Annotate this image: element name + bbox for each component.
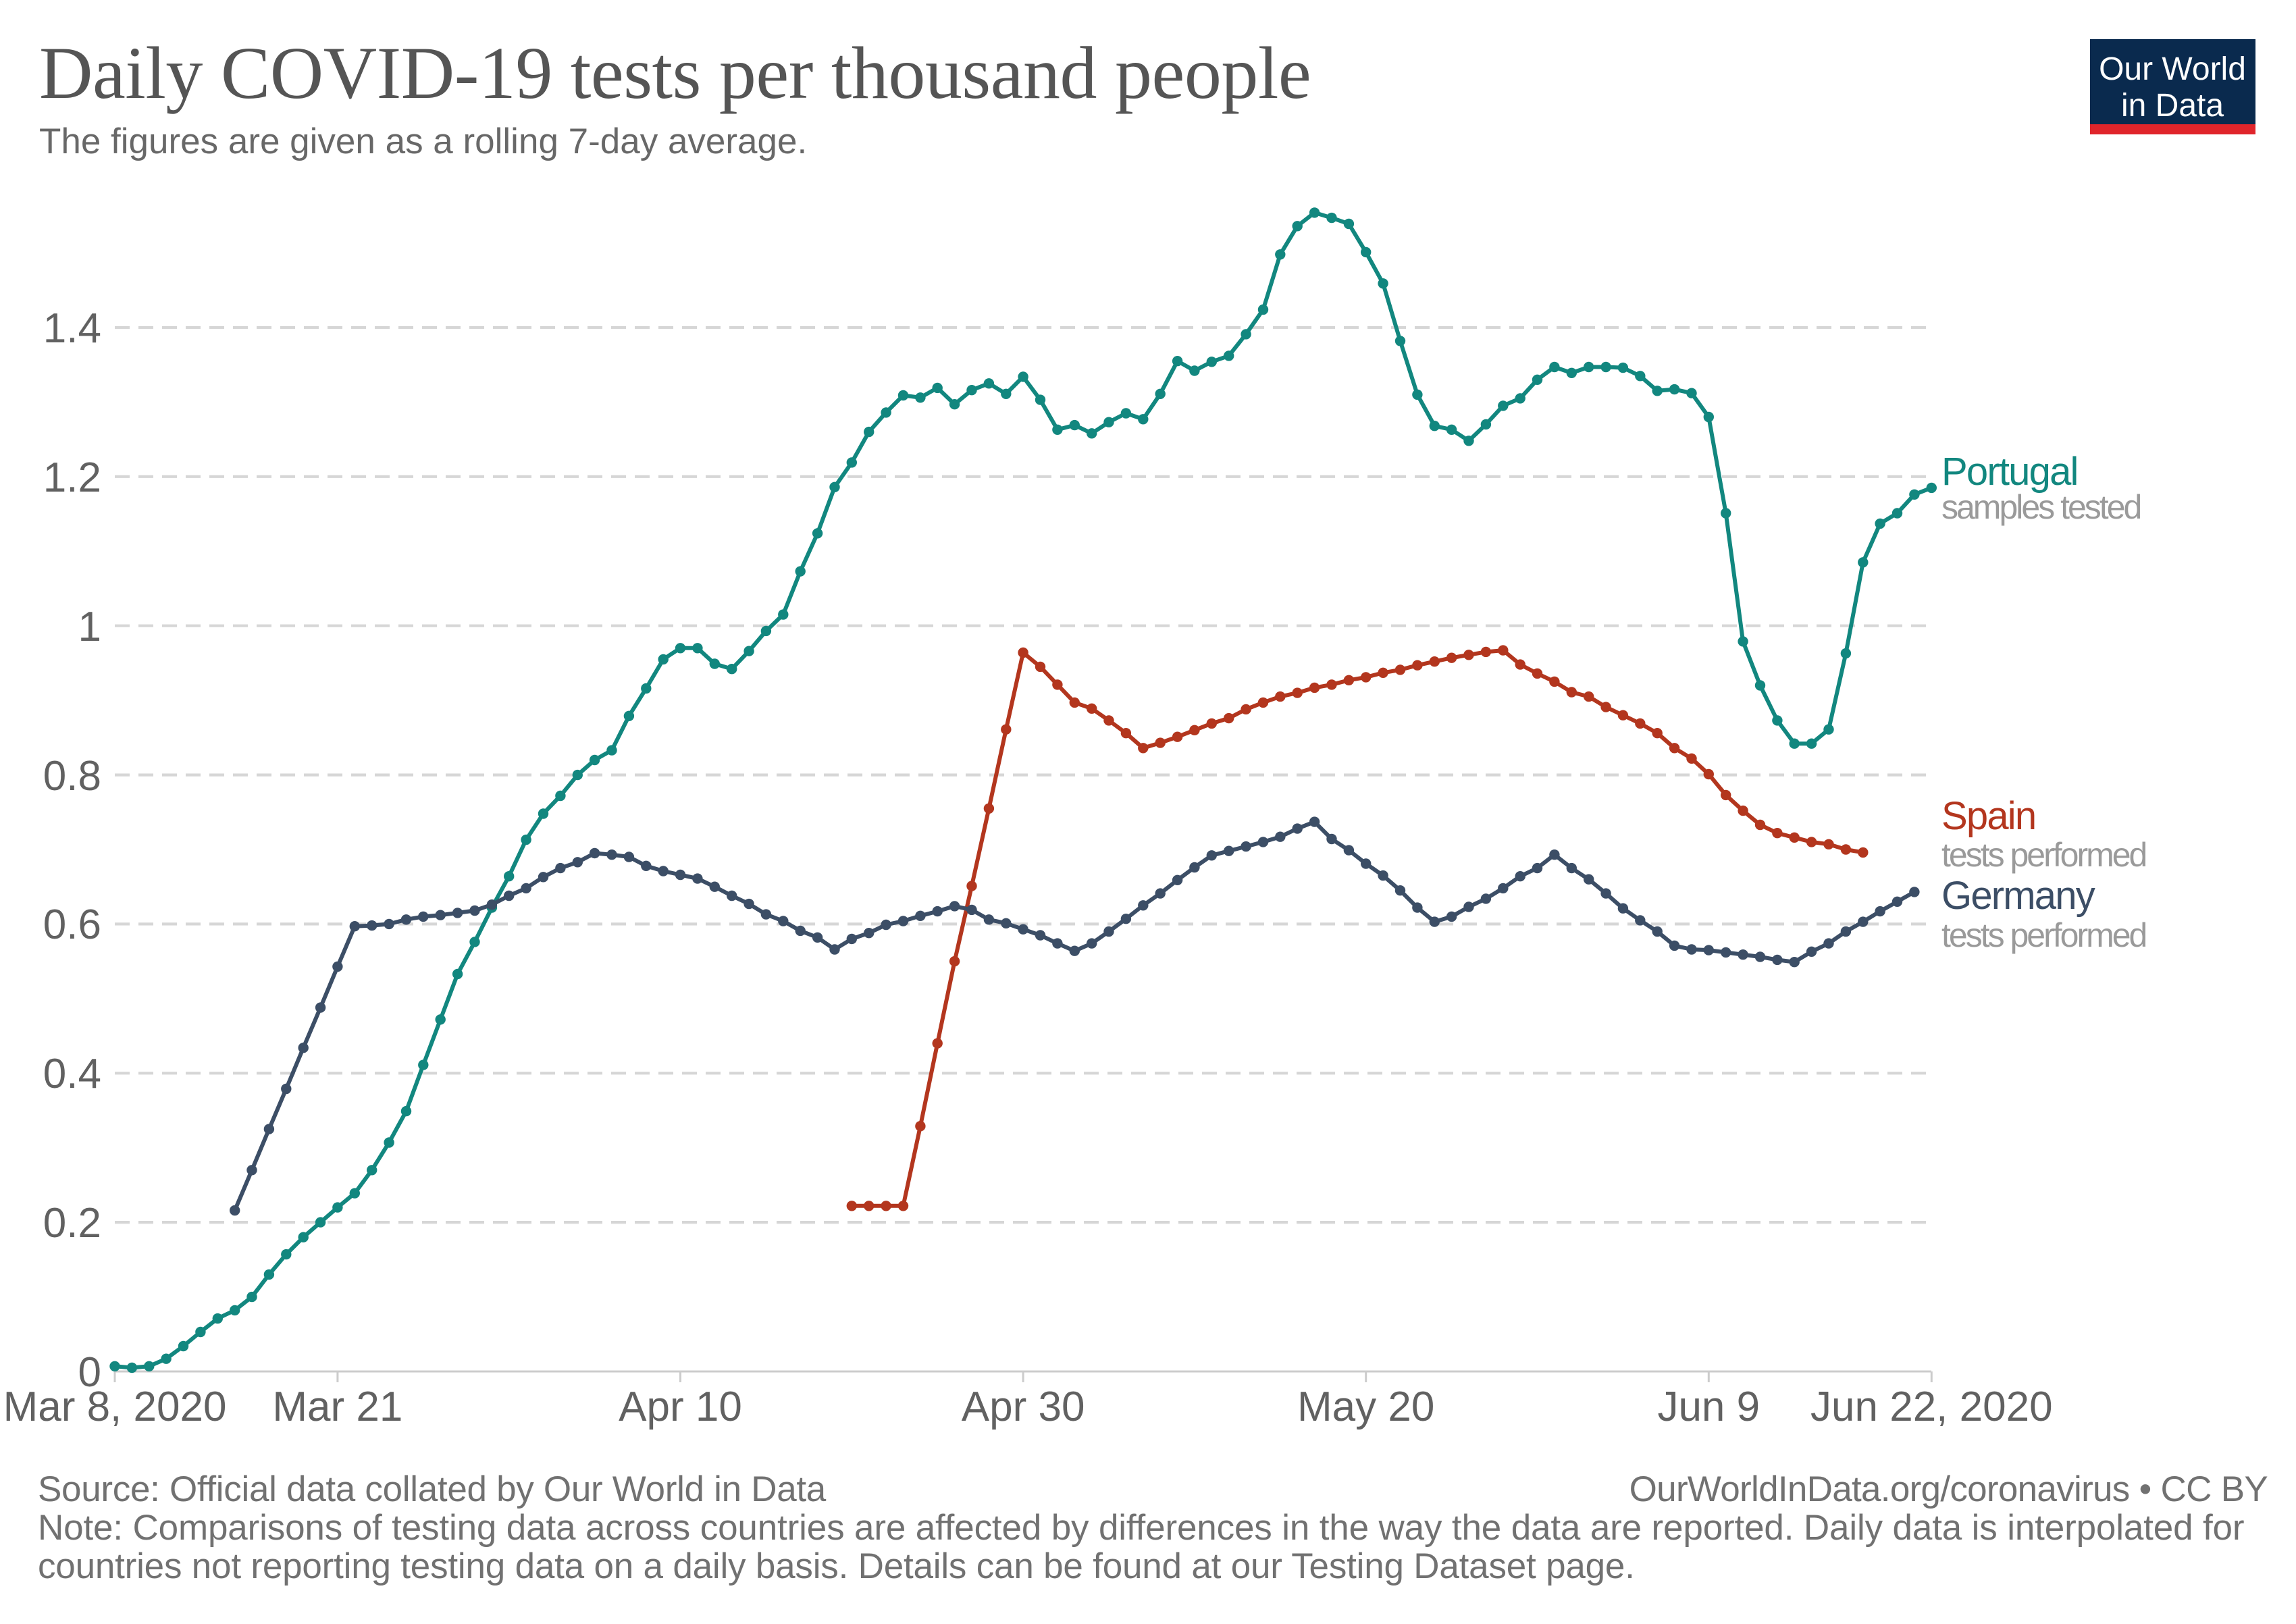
svg-text:Apr 10: Apr 10 xyxy=(619,1384,742,1430)
svg-text:Source: Official data collated: Source: Official data collated by Our Wo… xyxy=(38,1469,827,1509)
svg-text:Note: Comparisons of testing d: Note: Comparisons of testing data across… xyxy=(38,1508,2244,1548)
svg-text:Mar 8, 2020: Mar 8, 2020 xyxy=(3,1384,227,1430)
svg-text:tests performed: tests performed xyxy=(1941,916,2146,954)
svg-text:May 20: May 20 xyxy=(1297,1384,1434,1430)
svg-text:Portugal: Portugal xyxy=(1941,450,2078,494)
svg-text:1: 1 xyxy=(78,604,101,650)
svg-text:tests performed: tests performed xyxy=(1941,836,2146,874)
svg-text:0: 0 xyxy=(78,1349,101,1396)
svg-text:0.8: 0.8 xyxy=(43,753,101,800)
svg-text:Jun 22, 2020: Jun 22, 2020 xyxy=(1810,1384,2053,1430)
svg-text:1.4: 1.4 xyxy=(43,305,101,352)
svg-text:countries not reporting testin: countries not reporting testing data on … xyxy=(38,1546,1635,1586)
svg-text:in Data: in Data xyxy=(2121,88,2224,124)
svg-text:Apr 30: Apr 30 xyxy=(962,1384,1085,1430)
svg-text:The figures are given as a rol: The figures are given as a rolling 7-day… xyxy=(39,122,807,161)
svg-text:Mar 21: Mar 21 xyxy=(272,1384,402,1430)
svg-text:Our World: Our World xyxy=(2099,51,2246,87)
svg-text:Spain: Spain xyxy=(1941,794,2035,838)
svg-text:1.2: 1.2 xyxy=(43,454,101,501)
svg-text:Jun 9: Jun 9 xyxy=(1657,1384,1760,1430)
svg-text:samples tested: samples tested xyxy=(1941,488,2140,526)
svg-text:0.6: 0.6 xyxy=(43,901,101,948)
svg-text:Daily COVID-19 tests per thous: Daily COVID-19 tests per thousand people xyxy=(39,32,1311,114)
svg-text:0.4: 0.4 xyxy=(43,1051,101,1097)
svg-text:0.2: 0.2 xyxy=(43,1200,101,1247)
svg-text:Germany: Germany xyxy=(1941,874,2095,918)
svg-text:OurWorldInData.org/coronavirus: OurWorldInData.org/coronavirus • CC BY xyxy=(1629,1469,2268,1509)
